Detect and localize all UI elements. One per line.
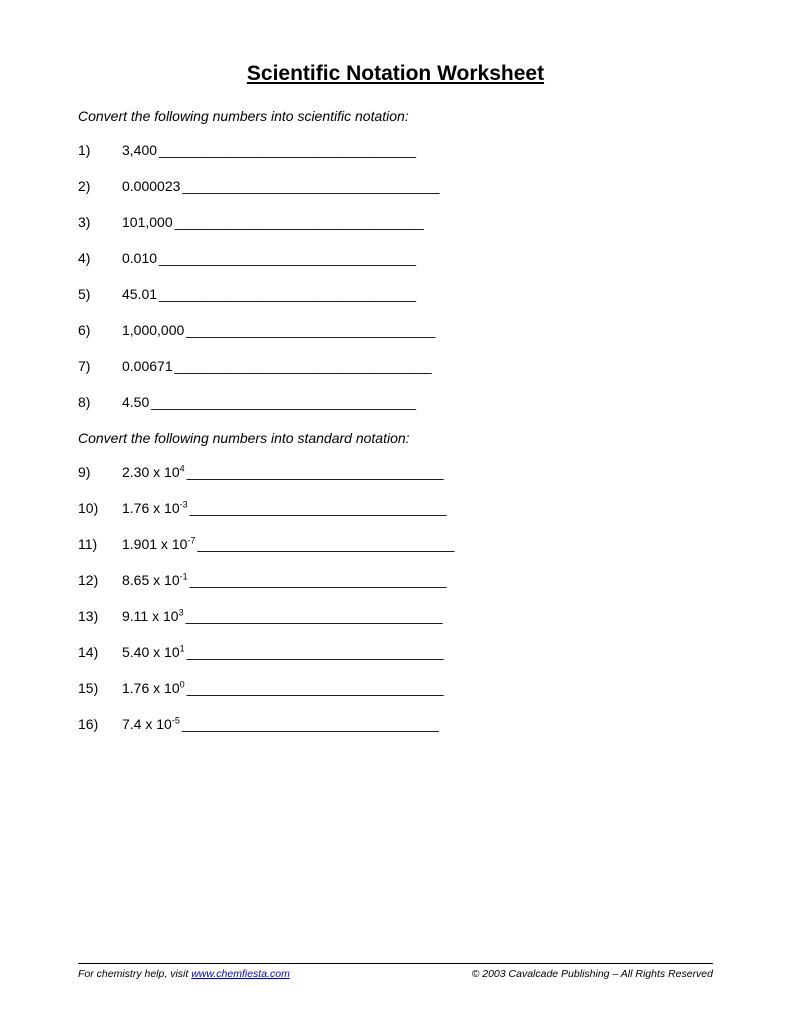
section1-list: 1) 3,400 _______________________________… bbox=[78, 142, 713, 410]
answer-blank: _________________________________ bbox=[157, 286, 416, 302]
question-value: 0.00671 bbox=[122, 358, 173, 374]
question-number: 8) bbox=[78, 394, 122, 410]
footer-link[interactable]: www.chemfiesta.com bbox=[191, 968, 290, 980]
question-row: 1) 3,400 _______________________________… bbox=[78, 142, 713, 158]
section2-list: 9) 2.30 x 104 __________________________… bbox=[78, 464, 713, 732]
footer-content: For chemistry help, visit www.chemfiesta… bbox=[78, 968, 713, 980]
question-row: 10) 1.76 x 10-3 ________________________… bbox=[78, 500, 713, 516]
question-value: 3,400 bbox=[122, 142, 157, 158]
question-number: 16) bbox=[78, 716, 122, 732]
answer-blank: ________________________________ bbox=[184, 322, 435, 338]
answer-blank: _________________________________ bbox=[185, 464, 444, 480]
question-row: 3) 101,000 _____________________________… bbox=[78, 214, 713, 230]
answer-blank: _________________________________ bbox=[185, 644, 444, 660]
question-value: 2.30 x 104 bbox=[122, 464, 185, 480]
coef: 1.76 x 10 bbox=[122, 680, 180, 696]
question-number: 13) bbox=[78, 608, 122, 624]
question-number: 7) bbox=[78, 358, 122, 374]
question-number: 12) bbox=[78, 572, 122, 588]
answer-blank: _________________________________ bbox=[188, 572, 447, 588]
question-number: 6) bbox=[78, 322, 122, 338]
question-number: 15) bbox=[78, 680, 122, 696]
footer-left: For chemistry help, visit www.chemfiesta… bbox=[78, 968, 290, 980]
exponent: -7 bbox=[187, 535, 195, 545]
exponent: -1 bbox=[180, 571, 188, 581]
coef: 1.76 x 10 bbox=[122, 500, 180, 516]
question-number: 1) bbox=[78, 142, 122, 158]
question-row: 2) 0.000023 ____________________________… bbox=[78, 178, 713, 194]
footer-copyright: © 2003 Cavalcade Publishing – All Rights… bbox=[472, 968, 713, 980]
question-row: 6) 1,000,000 ___________________________… bbox=[78, 322, 713, 338]
exponent: -5 bbox=[172, 715, 180, 725]
coef: 9.11 x 10 bbox=[122, 608, 179, 624]
question-number: 10) bbox=[78, 500, 122, 516]
exponent: -3 bbox=[180, 499, 188, 509]
coef: 1.901 x 10 bbox=[122, 536, 187, 552]
question-number: 2) bbox=[78, 178, 122, 194]
question-row: 12) 8.65 x 10-1 ________________________… bbox=[78, 572, 713, 588]
coef: 5.40 x 10 bbox=[122, 644, 180, 660]
question-row: 13) 9.11 x 103 _________________________… bbox=[78, 608, 713, 624]
question-row: 14) 5.40 x 101 _________________________… bbox=[78, 644, 713, 660]
answer-blank: _________________________________ bbox=[180, 178, 439, 194]
question-number: 14) bbox=[78, 644, 122, 660]
question-row: 11) 1.901 x 10-7 _______________________… bbox=[78, 536, 713, 552]
question-value: 45.01 bbox=[122, 286, 157, 302]
worksheet-page: Scientific Notation Worksheet Convert th… bbox=[0, 0, 791, 732]
question-value: 7.4 x 10-5 bbox=[122, 716, 180, 732]
question-value: 0.010 bbox=[122, 250, 157, 266]
answer-blank: ________________________________ bbox=[173, 214, 424, 230]
answer-blank: _________________________________ bbox=[173, 358, 432, 374]
question-number: 4) bbox=[78, 250, 122, 266]
page-title: Scientific Notation Worksheet bbox=[78, 62, 713, 86]
answer-blank: _________________________________ bbox=[180, 716, 439, 732]
question-value: 9.11 x 103 bbox=[122, 608, 184, 624]
answer-blank: _________________________________ bbox=[157, 250, 416, 266]
answer-blank: _________________________________ bbox=[188, 500, 447, 516]
question-row: 7) 0.00671 _____________________________… bbox=[78, 358, 713, 374]
question-number: 9) bbox=[78, 464, 122, 480]
question-number: 11) bbox=[78, 536, 122, 552]
question-row: 16) 7.4 x 10-5 _________________________… bbox=[78, 716, 713, 732]
section1-instruction: Convert the following numbers into scien… bbox=[78, 108, 713, 124]
question-value: 1.76 x 100 bbox=[122, 680, 185, 696]
question-value: 101,000 bbox=[122, 214, 173, 230]
question-value: 1,000,000 bbox=[122, 322, 184, 338]
coef: 7.4 x 10 bbox=[122, 716, 172, 732]
footer-help-text: For chemistry help, visit bbox=[78, 968, 191, 980]
section2-instruction: Convert the following numbers into stand… bbox=[78, 430, 713, 446]
footer-divider bbox=[78, 963, 713, 964]
question-number: 3) bbox=[78, 214, 122, 230]
coef: 8.65 x 10 bbox=[122, 572, 180, 588]
answer-blank: __________________________________ bbox=[149, 394, 416, 410]
question-value: 4.50 bbox=[122, 394, 149, 410]
question-value: 1.76 x 10-3 bbox=[122, 500, 188, 516]
question-value: 1.901 x 10-7 bbox=[122, 536, 195, 552]
answer-blank: _________________________________ bbox=[195, 536, 454, 552]
question-row: 8) 4.50 ________________________________… bbox=[78, 394, 713, 410]
question-value: 5.40 x 101 bbox=[122, 644, 185, 660]
question-row: 9) 2.30 x 104 __________________________… bbox=[78, 464, 713, 480]
answer-blank: _________________________________ bbox=[184, 608, 443, 624]
question-row: 5) 45.01 _______________________________… bbox=[78, 286, 713, 302]
answer-blank: _________________________________ bbox=[185, 680, 444, 696]
question-number: 5) bbox=[78, 286, 122, 302]
answer-blank: _________________________________ bbox=[157, 142, 416, 158]
question-row: 4) 0.010 _______________________________… bbox=[78, 250, 713, 266]
question-value: 0.000023 bbox=[122, 178, 180, 194]
coef: 2.30 x 10 bbox=[122, 464, 180, 480]
question-value: 8.65 x 10-1 bbox=[122, 572, 188, 588]
question-row: 15) 1.76 x 100 _________________________… bbox=[78, 680, 713, 696]
page-footer: For chemistry help, visit www.chemfiesta… bbox=[78, 963, 713, 980]
